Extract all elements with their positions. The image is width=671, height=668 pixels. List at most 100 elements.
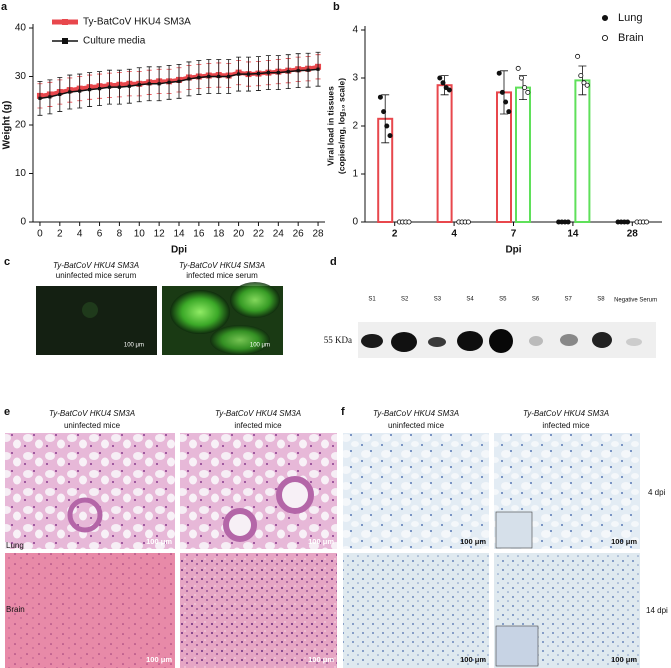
lane-label: Negative Serum: [614, 298, 657, 304]
y-tick-label: 30: [15, 71, 27, 82]
lane-label: S2: [401, 297, 409, 303]
micrograph: [343, 433, 489, 549]
legend-marker: [601, 34, 609, 42]
x-tick-label: 18: [213, 229, 225, 240]
header: infected mice serum: [186, 271, 258, 280]
data-point: [506, 109, 512, 115]
data-point: [197, 75, 201, 80]
data-point: [522, 85, 528, 91]
legend-marker: [62, 38, 68, 44]
x-tick-label: 22: [253, 229, 265, 240]
header: Ty-BatCoV HKU4 SM3A: [523, 409, 609, 418]
error-bar: [578, 65, 587, 96]
panel-label: a: [1, 1, 8, 13]
data-point: [503, 99, 509, 105]
data-point: [38, 96, 42, 100]
header: Ty-BatCoV HKU4 SM3A: [215, 409, 301, 418]
data-point: [465, 219, 471, 225]
scale-label: 100 μm: [146, 537, 172, 546]
lane-label: S3: [434, 297, 442, 303]
x-label: Dpi: [171, 245, 187, 256]
inset: [495, 625, 539, 667]
micrograph: [5, 553, 175, 668]
micrograph-detail: [67, 497, 103, 533]
x-tick-label: 28: [627, 229, 639, 240]
panel-label: b: [333, 1, 340, 13]
data-point: [578, 73, 584, 79]
x-label: Dpi: [505, 245, 521, 256]
error-bar: [381, 94, 390, 144]
y-tick-label: 3: [352, 73, 358, 84]
y-label: (copies/mg, log₁₀ scale): [336, 78, 346, 174]
data-point: [565, 219, 571, 225]
data-point: [78, 89, 82, 93]
data-point: [107, 85, 112, 89]
micrograph-detail: [276, 476, 314, 514]
data-point: [127, 84, 131, 88]
data-point: [137, 83, 141, 87]
data-point: [377, 94, 383, 100]
lane-label: S8: [597, 297, 605, 303]
legend-marker: [62, 19, 68, 25]
x-tick-label: 14: [173, 229, 185, 240]
data-point: [266, 71, 270, 75]
y-tick-label: 1: [352, 169, 358, 180]
y-tick-label: 0: [352, 217, 358, 228]
scale-label: 100 μm: [611, 655, 637, 664]
micrograph: [343, 553, 489, 668]
lane-label: S7: [565, 297, 573, 303]
data-point: [306, 68, 310, 72]
lane-label: S6: [532, 297, 540, 303]
scale-label: 100 μm: [308, 537, 334, 546]
scale-label: 100 μm: [611, 537, 637, 546]
x-tick-label: 2: [392, 229, 398, 240]
x-tick-label: 6: [97, 229, 103, 240]
header: Ty-BatCoV HKU4 SM3A: [179, 261, 265, 270]
data-point: [157, 82, 161, 86]
header: Ty-BatCoV HKU4 SM3A: [373, 409, 459, 418]
data-point: [518, 75, 524, 81]
x-tick-label: 12: [154, 229, 166, 240]
micrograph: [180, 553, 337, 668]
scale-label: 100 μm: [460, 655, 486, 664]
data-point: [286, 70, 290, 74]
micrograph-detail: [210, 325, 270, 355]
mw-marker: 55 KDa: [324, 335, 352, 345]
x-tick-label: 26: [293, 229, 305, 240]
header: infected mice: [542, 421, 590, 430]
micrograph-detail: [223, 508, 257, 542]
data-point: [525, 89, 531, 95]
data-point: [276, 71, 280, 75]
data-point: [440, 80, 446, 86]
data-point: [406, 219, 412, 225]
legend-label: Lung: [618, 12, 642, 24]
data-point: [207, 74, 211, 79]
row-label: Lung: [6, 541, 24, 550]
data-point: [499, 89, 505, 95]
data-point: [316, 67, 320, 71]
bar: [436, 84, 453, 223]
scale-label: 100 μm: [250, 343, 270, 349]
y-label: Viral load in tissues: [325, 86, 335, 166]
data-point: [58, 92, 62, 97]
y-tick-label: 40: [15, 23, 27, 34]
blot-bands: [361, 329, 642, 353]
panel-label: e: [4, 406, 10, 418]
x-tick-label: 20: [233, 229, 245, 240]
y-tick-label: 2: [352, 121, 358, 132]
lane-label: S1: [368, 297, 376, 303]
header: uninfected mice: [388, 421, 445, 430]
bar: [574, 79, 591, 224]
micrograph: [36, 286, 157, 355]
panel-label: f: [341, 406, 345, 418]
row-label: 14 dpi: [646, 606, 668, 615]
scale-label: 100 μm: [460, 537, 486, 546]
data-point: [236, 72, 241, 76]
lane-label: S5: [499, 297, 507, 303]
data-point: [227, 74, 231, 79]
data-point: [515, 65, 521, 71]
micrograph-detail: [230, 282, 280, 318]
x-tick-label: 4: [451, 229, 457, 240]
data-point: [387, 133, 393, 139]
